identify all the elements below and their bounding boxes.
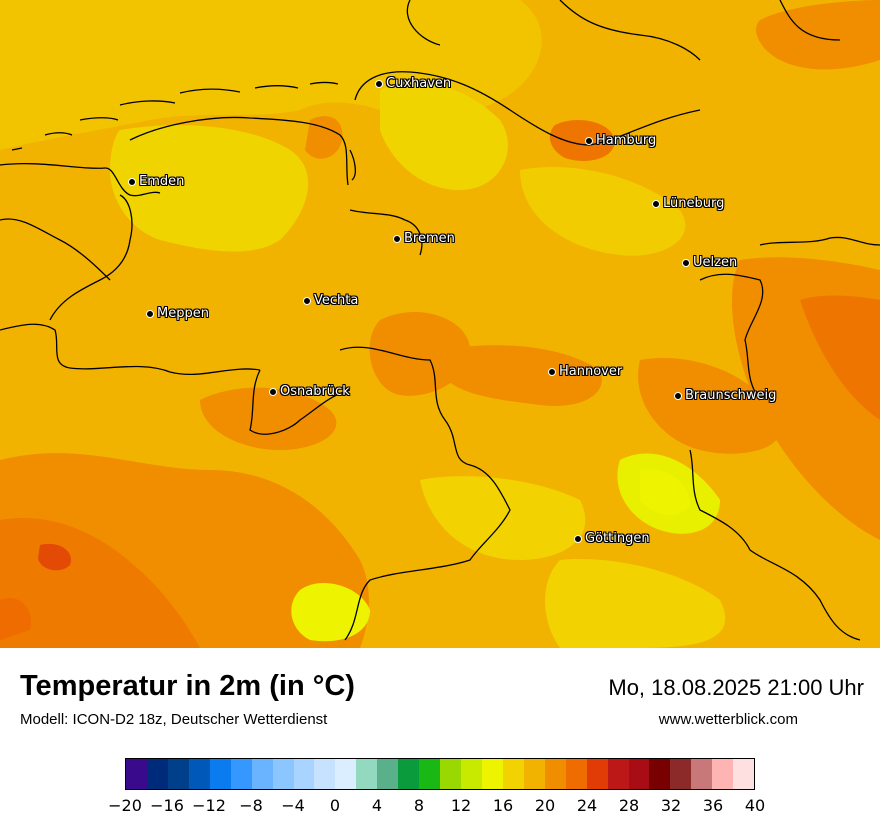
city-dot — [682, 258, 690, 267]
city-marker: Osnabrück — [269, 384, 350, 399]
colorbar-segment — [733, 759, 755, 789]
colorbar-segment — [544, 759, 566, 789]
city-dot — [393, 234, 401, 243]
colorbar-tick-label: 8 — [413, 796, 425, 815]
city-dot — [375, 79, 383, 88]
colorbar-tick-label: −8 — [239, 796, 263, 815]
colorbar-segment — [628, 759, 650, 789]
colorbar-segment — [461, 759, 482, 789]
colorbar-segment — [481, 759, 503, 789]
city-dot — [585, 136, 593, 145]
colorbar-tick-label: 12 — [450, 796, 472, 815]
city-marker: Hamburg — [585, 133, 656, 148]
colorbar-ticks: −20 −16 −12 −8 −4 0 4 8 12 16 20 24 28 32 36 40 — [0, 796, 880, 820]
colorbar-segment — [586, 759, 608, 789]
colorbar-segment — [712, 759, 734, 789]
colorbar-segment — [377, 759, 399, 789]
colorbar-segment — [670, 759, 692, 789]
city-dot — [303, 296, 311, 305]
city-label: Hannover — [559, 364, 623, 379]
city-marker: Braunschweig — [674, 388, 776, 403]
website-label: www.wetterblick.com — [658, 711, 798, 728]
colorbar-segment — [419, 759, 441, 789]
colorbar-segment — [440, 759, 461, 789]
city-label: Vechta — [314, 293, 359, 308]
colorbar-segment — [272, 759, 294, 789]
city-marker: Göttingen — [574, 531, 650, 546]
temperature-colorbar — [125, 758, 755, 790]
colorbar-tick-label: 28 — [618, 796, 640, 815]
colorbar-segment — [356, 759, 378, 789]
colorbar-tick-label: −16 — [150, 796, 184, 815]
colorbar-segment — [167, 759, 189, 789]
map-title: Temperatur in 2m (in °C) — [20, 670, 355, 702]
colorbar-tick-label: 36 — [702, 796, 724, 815]
city-label: Meppen — [157, 306, 209, 321]
colorbar-segment — [649, 759, 671, 789]
city-dot — [674, 391, 682, 400]
city-marker: Emden — [128, 174, 184, 189]
colorbar-segment — [251, 759, 273, 789]
colorbar-tick-label: 0 — [329, 796, 341, 815]
city-dot — [652, 199, 660, 208]
colorbar-segment — [209, 759, 231, 789]
colorbar-tick-label: 20 — [534, 796, 556, 815]
city-label: Bremen — [404, 231, 455, 246]
colorbar-segment — [565, 759, 587, 789]
colorbar-segment — [607, 759, 629, 789]
city-marker: Bremen — [393, 231, 455, 246]
city-marker: Meppen — [146, 306, 209, 321]
colorbar-segment — [502, 759, 524, 789]
colorbar-segment — [335, 759, 357, 789]
city-label: Lüneburg — [663, 196, 725, 211]
city-label: Hamburg — [596, 133, 657, 148]
city-dot — [574, 534, 582, 543]
colorbar-segment — [293, 759, 315, 789]
colorbar-segment — [691, 759, 713, 789]
forecast-datetime: Mo, 18.08.2025 21:00 Uhr — [608, 675, 864, 700]
colorbar-segment — [230, 759, 252, 789]
colorbar-tick-label: −12 — [192, 796, 226, 815]
city-label: Cuxhaven — [386, 76, 452, 91]
colorbar-tick-label: 32 — [660, 796, 682, 815]
colorbar-tick-label: 16 — [492, 796, 514, 815]
city-label: Emden — [139, 174, 185, 189]
city-label: Göttingen — [585, 531, 650, 546]
city-label: Osnabrück — [280, 384, 350, 399]
model-subtitle: Modell: ICON-D2 18z, Deutscher Wetterdie… — [20, 711, 328, 728]
city-marker: Uelzen — [682, 255, 737, 270]
colorbar-segment — [188, 759, 210, 789]
city-marker: Hannover — [548, 364, 622, 379]
colorbar-segment — [146, 759, 168, 789]
city-label: Uelzen — [693, 255, 738, 270]
city-marker: Lüneburg — [652, 196, 724, 211]
colorbar-tick-label: 40 — [744, 796, 766, 815]
colorbar-segment — [523, 759, 545, 789]
colorbar-tick-label: −20 — [108, 796, 142, 815]
city-dot — [146, 309, 154, 318]
city-dot — [128, 177, 136, 186]
city-marker: Vechta — [303, 293, 358, 308]
city-marker: Cuxhaven — [375, 76, 451, 91]
city-label: Braunschweig — [685, 388, 777, 403]
city-dot — [548, 367, 556, 376]
colorbar-tick-label: −4 — [281, 796, 305, 815]
city-dot — [269, 387, 277, 396]
temperature-map: Cuxhaven Hamburg Emden Lüneburg Bremen U… — [0, 0, 880, 648]
colorbar-tick-label: 24 — [576, 796, 598, 815]
colorbar-segment — [398, 759, 420, 789]
temperature-field — [0, 0, 880, 648]
colorbar-tick-label: 4 — [371, 796, 383, 815]
colorbar-segment — [314, 759, 336, 789]
colorbar-segment — [126, 759, 147, 789]
